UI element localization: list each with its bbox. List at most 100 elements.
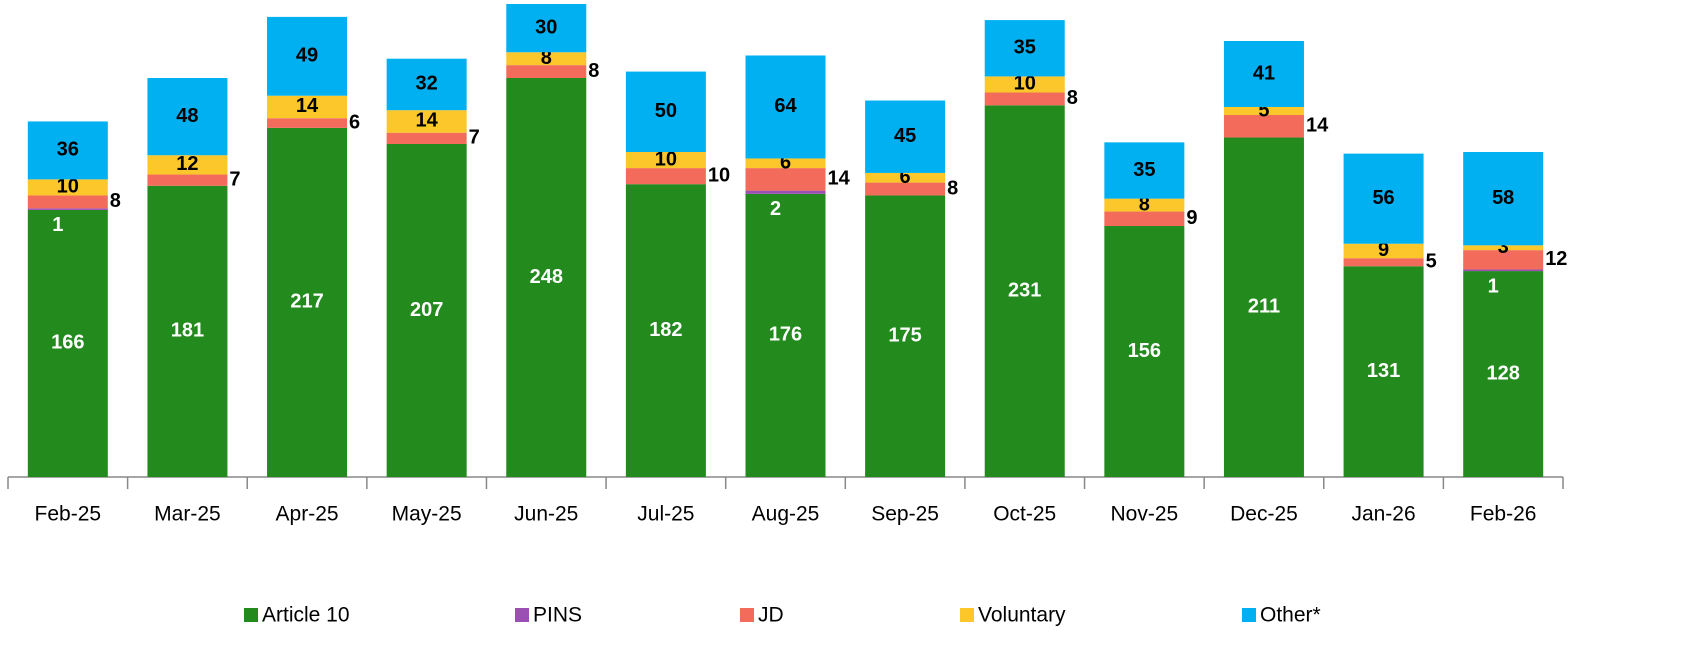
bar-segment [267, 118, 348, 128]
x-tick-label: Feb-26 [1470, 503, 1537, 526]
data-label: 3 [1498, 236, 1509, 258]
data-label: 5 [1258, 99, 1269, 121]
bar-segment [865, 100, 946, 173]
bar-segment [1343, 243, 1424, 259]
data-label: 10 [655, 148, 677, 170]
legend-swatch [960, 608, 974, 622]
data-label: 8 [541, 47, 552, 69]
bar-segment [267, 16, 348, 96]
bar-segment [267, 127, 348, 477]
data-label: 10 [708, 164, 730, 186]
bar-segment [386, 143, 467, 477]
data-label: 9 [1378, 239, 1389, 261]
x-tick-label: Apr-25 [276, 503, 339, 526]
data-label: 35 [1014, 37, 1036, 59]
data-label: 10 [57, 176, 79, 198]
data-label: 8 [1067, 87, 1078, 109]
bar-segment [27, 195, 108, 209]
bar-segment [745, 55, 826, 159]
data-label: 14 [1306, 115, 1329, 137]
bar-segment [1104, 142, 1185, 199]
bar-segment [865, 195, 946, 477]
bar-segment [506, 52, 587, 66]
x-tick-label: Mar-25 [154, 503, 221, 526]
bar-segment [1463, 269, 1544, 272]
bar-segment [625, 71, 706, 153]
data-label: 14 [296, 95, 319, 117]
bar-segment [386, 110, 467, 133]
x-tick-label: Aug-25 [752, 503, 820, 526]
bar-segment [27, 179, 108, 196]
bar-segment [984, 105, 1065, 477]
data-label: 176 [769, 324, 802, 346]
data-label: 64 [774, 95, 797, 117]
x-tick-label: Dec-25 [1230, 503, 1298, 526]
bar-segment [625, 152, 706, 169]
legend-swatch [740, 608, 754, 622]
legend-swatch [1242, 608, 1256, 622]
x-tick-label: May-25 [392, 503, 462, 526]
data-label: 231 [1008, 279, 1041, 301]
data-label: 8 [1139, 193, 1150, 215]
data-label: 56 [1372, 187, 1394, 209]
bar-segment [147, 78, 228, 156]
bar-segment [386, 132, 467, 144]
bar-segment [1223, 137, 1304, 478]
legend-label: PINS [533, 604, 582, 627]
x-tick-label: Sep-25 [871, 503, 939, 526]
bar-segment [745, 158, 826, 169]
bar-segment [147, 155, 228, 175]
bar-segment [745, 193, 826, 477]
bar-segment [386, 58, 467, 111]
data-label: 1 [52, 214, 63, 236]
bar-segment [865, 182, 946, 196]
data-label: 32 [416, 73, 438, 95]
bar-segment [865, 172, 946, 183]
data-label: 8 [588, 60, 599, 82]
data-label: 248 [530, 266, 563, 288]
data-label: 35 [1133, 159, 1155, 181]
data-label: 36 [57, 139, 79, 161]
x-tick-label: Feb-25 [35, 503, 102, 526]
data-label: 156 [1128, 340, 1161, 362]
bar-segment [506, 4, 587, 53]
data-label: 8 [110, 190, 121, 212]
bar-segment [506, 78, 587, 477]
bar-segment [1463, 245, 1544, 251]
data-label: 7 [469, 127, 480, 149]
x-tick-label: Oct-25 [993, 503, 1056, 526]
bar-segment [745, 190, 826, 194]
data-label: 6 [900, 166, 911, 188]
x-tick-label: Jun-25 [514, 503, 578, 526]
data-label: 1 [1488, 275, 1499, 297]
x-tick-label: Jul-25 [637, 503, 694, 526]
bar-segment [745, 168, 826, 191]
bar-segment [1223, 41, 1304, 107]
data-label: 14 [828, 168, 851, 190]
data-label: 2 [770, 198, 781, 220]
data-label: 217 [290, 291, 323, 313]
bar-segment [1463, 250, 1544, 270]
bar-segment [625, 184, 706, 477]
bar-segment [1343, 266, 1424, 477]
x-tick-label: Nov-25 [1110, 503, 1178, 526]
bar-segment [1104, 211, 1185, 227]
data-label: 10 [1014, 73, 1036, 95]
data-label: 175 [888, 325, 921, 347]
data-label: 48 [176, 105, 198, 127]
data-label: 166 [51, 332, 84, 354]
data-label: 12 [176, 153, 198, 175]
bar-segment [147, 185, 228, 477]
data-label: 50 [655, 100, 677, 122]
bar-segment [1104, 198, 1185, 212]
bar-segment [27, 208, 108, 210]
x-tick-label: Jan-26 [1351, 503, 1415, 526]
bar-segment [984, 76, 1065, 93]
data-label: 7 [229, 168, 240, 190]
data-label: 207 [410, 299, 443, 321]
data-label: 49 [296, 45, 318, 67]
bar-segment [1463, 152, 1544, 246]
data-label: 14 [416, 110, 439, 132]
data-label: 30 [535, 16, 557, 38]
